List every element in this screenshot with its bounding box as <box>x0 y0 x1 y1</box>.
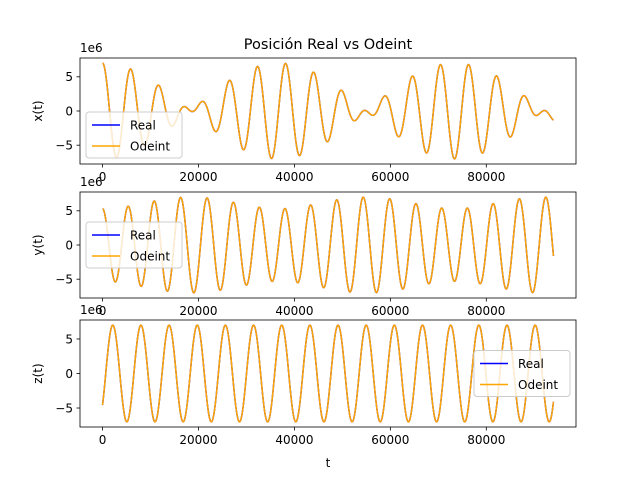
y-axis-label: x(t) <box>31 100 45 121</box>
y-offset-text: 1e6 <box>80 41 103 55</box>
legend-label-odeint: Odeint <box>130 139 170 153</box>
x-tick-label: 80000 <box>467 304 505 318</box>
y-tick-label: 5 <box>65 70 73 84</box>
x-tick-label: 20000 <box>179 170 217 184</box>
x-tick-label: 60000 <box>371 170 409 184</box>
chart-title: Posición Real vs Odeint <box>244 37 413 53</box>
y-tick-label: 0 <box>65 367 73 381</box>
y-axis-label: y(t) <box>31 234 45 255</box>
x-axis-label: t <box>326 456 331 470</box>
legend: Real Odeint <box>473 350 571 397</box>
x-tick-label: 80000 <box>467 170 505 184</box>
legend: Real Odeint <box>85 111 183 159</box>
x-tick-label: 40000 <box>275 170 313 184</box>
x-tick-label: 60000 <box>371 304 409 318</box>
x-tick-label: 20000 <box>179 433 217 447</box>
y-offset-text: 1e6 <box>80 175 103 189</box>
legend-label-real: Real <box>518 357 544 371</box>
x-tick-label: 40000 <box>275 304 313 318</box>
x-tick-label: 0 <box>99 304 107 318</box>
y-tick-label: −5 <box>55 138 73 152</box>
y-axis-label: z(t) <box>31 363 45 383</box>
y-tick-label: 5 <box>65 204 73 218</box>
subplot-2: 0 20000 40000 60000 80000 −5 0 5 1e6 y(t) Real Odei… <box>31 175 577 318</box>
y-offset-text: 1e6 <box>80 303 103 317</box>
y-tick-label: 0 <box>65 104 73 118</box>
y-tick-label: −5 <box>55 272 73 286</box>
legend-label-odeint: Odeint <box>518 378 558 392</box>
series-line-odeint <box>101 324 555 423</box>
subplot-3: 0 20000 40000 60000 80000 −5 0 5 1e6 z(t) Real Odei… <box>31 303 577 447</box>
x-tick-label: 0 <box>99 433 107 447</box>
x-tick-label: 60000 <box>371 433 409 447</box>
x-tick-label: 0 <box>99 170 107 184</box>
x-tick-label: 40000 <box>275 433 313 447</box>
legend: Real Odeint <box>85 221 183 269</box>
x-tick-label: 20000 <box>179 304 217 318</box>
subplot-1: 0 20000 40000 60000 80000 −5 0 5 1e6 x(t) Real Odei… <box>31 41 577 184</box>
y-tick-label: −5 <box>55 401 73 415</box>
y-tick-label: 0 <box>65 238 73 252</box>
series-line-odeint <box>102 196 555 294</box>
x-tick-label: 80000 <box>467 433 505 447</box>
y-tick-label: 5 <box>65 332 73 346</box>
legend-label-odeint: Odeint <box>130 249 170 263</box>
legend-label-real: Real <box>130 228 156 242</box>
legend-label-real: Real <box>130 118 156 132</box>
